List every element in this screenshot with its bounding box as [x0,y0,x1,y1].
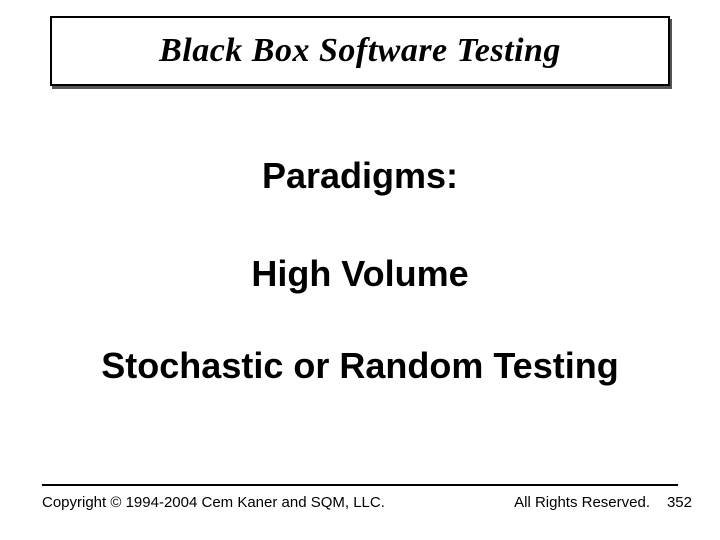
heading-stochastic: Stochastic or Random Testing [0,345,720,387]
title-box: Black Box Software Testing [50,16,670,86]
slide-title: Black Box Software Testing [159,32,561,70]
footer-divider [42,484,678,486]
heading-high-volume: High Volume [0,253,720,295]
page-number: 352 [667,494,692,511]
copyright-text: Copyright © 1994-2004 Cem Kaner and SQM,… [42,494,385,511]
heading-paradigms: Paradigms: [0,155,720,197]
rights-text: All Rights Reserved. [514,494,650,511]
